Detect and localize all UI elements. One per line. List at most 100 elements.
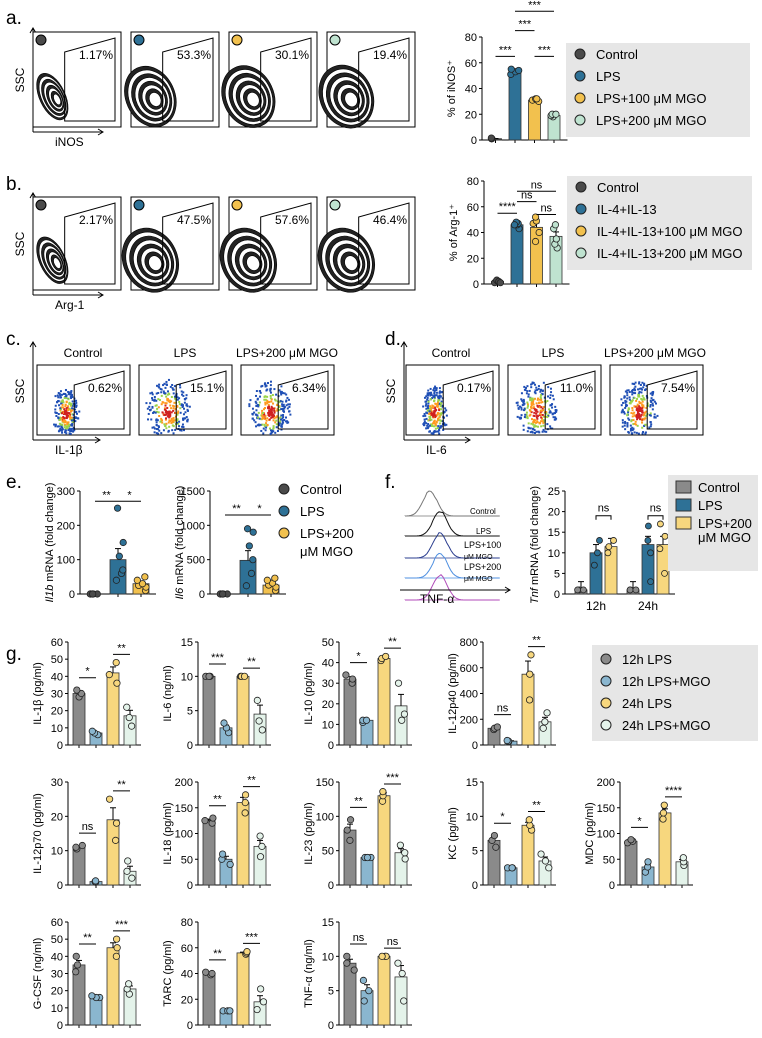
- panel-c-plot1-event-dot: [168, 416, 171, 419]
- panel-c-plot1-event-dot: [164, 386, 167, 389]
- panel-f-chart-y-tick-label: 20: [548, 507, 560, 519]
- panel-d-plot2-event-dot: [645, 410, 648, 413]
- panel-d-plot0-event-dot: [427, 402, 430, 405]
- panel-g-chart9-y-tick-label: 40: [51, 951, 63, 963]
- panel-d-plot1-event-dot: [525, 386, 528, 389]
- panel-d-plot2-event-dot: [635, 416, 638, 419]
- panel-e-il6-point: [243, 525, 252, 533]
- panel-e-il6-ylabel-rest: mRNA (fold change): [174, 486, 186, 588]
- panel-c-plot1-event-dot: [153, 398, 156, 401]
- panel-d-plot0-event-dot: [435, 403, 438, 406]
- panel-d-plot0-event-dot: [443, 424, 446, 427]
- panel-c-plot2-event-dot: [256, 414, 259, 417]
- panel-d-plot1-event-dot: [524, 413, 527, 416]
- panel-d-plot2-event-dot: [638, 395, 641, 398]
- panel-d-plot1-event-dot: [526, 415, 529, 418]
- panel-b-chart-sig-label: ****: [499, 201, 517, 213]
- panel-d-plot0-event-dot: [430, 418, 433, 421]
- panel-c-plot1-event-dot: [164, 402, 167, 405]
- panel-g-chart7-point: [541, 857, 550, 865]
- panel-a-chart-point: [515, 66, 523, 75]
- panel-c-plot1-event-dot: [166, 393, 169, 396]
- panel-b-plot1-gate: [162, 202, 214, 285]
- panel-d-plot1-event-dot: [540, 420, 543, 423]
- panel-g-chart8-point: [627, 836, 635, 844]
- panel-b-plot3-group-dot: [329, 199, 341, 211]
- panel-c-plot1-gate: [175, 370, 227, 430]
- panel-d-plot1-event-dot: [526, 406, 529, 409]
- panel-c-plot0-event-dot: [57, 417, 60, 420]
- panel-d-plot1-event-dot: [530, 418, 533, 421]
- panel-c-plot1-event-dot: [167, 430, 170, 433]
- panel-c-plot1-event-dot: [162, 429, 165, 432]
- panel-d-plot1-event-dot: [554, 410, 557, 413]
- panel-c-plot0-event-dot: [60, 396, 63, 399]
- panel-d-plot0-event-dot: [439, 395, 442, 398]
- panel-d-plot0-event-dot: [426, 393, 429, 396]
- panel-d-plot1-event-dot: [535, 430, 538, 433]
- panel-d-x-arrowhead-icon: [464, 436, 471, 444]
- panel-d-plot1-event-dot: [534, 383, 537, 386]
- panel-d-plot1-event-dot: [545, 415, 548, 418]
- panel-g-chart2-point: [398, 716, 406, 724]
- panel-d-plot2-event-dot: [638, 413, 641, 416]
- panel-g-chart2-point: [400, 710, 409, 718]
- panel-g-chart10-point: [253, 1005, 261, 1014]
- panel-c-plot1-event-dot: [167, 413, 170, 416]
- panel-d-plot1-event-dot: [518, 405, 521, 408]
- panel-a-plot1-contour: [148, 92, 162, 107]
- panel-d-plot1-event-dot: [542, 428, 545, 431]
- panel-d-plot0-percent: 0.17%: [457, 381, 491, 395]
- panel-d-plot2-event-dot: [632, 423, 635, 426]
- panel-c-plot1-event-dot: [158, 386, 161, 389]
- panel-c-plot2-event-dot: [267, 413, 270, 416]
- panel-c-plot2-event-dot: [254, 413, 257, 416]
- panel-d-plot1-event-dot: [549, 410, 552, 413]
- panel-c-plot2-event-dot: [268, 427, 271, 430]
- panel-f-chart-ylabel: Tnf mRNA (fold change): [529, 486, 541, 604]
- panel-c-plot2-event-dot: [264, 383, 267, 386]
- panel-d-plot0-event-dot: [437, 428, 440, 431]
- panel-c-plot0-event-dot: [68, 428, 71, 431]
- panel-g-chart10-point: [259, 998, 268, 1006]
- panel-c-plot2-event-dot: [264, 417, 267, 420]
- panel-c-plot0-event-dot: [74, 420, 77, 423]
- panel-d-plot0-event-dot: [445, 409, 448, 412]
- panel-c-plot1-event-dot: [153, 395, 156, 398]
- panel-d-plot2-event-dot: [632, 419, 635, 422]
- panel-c-plot2-event-dot: [265, 422, 268, 425]
- panel-c-plot0-event-dot: [58, 419, 61, 422]
- panel-d-plot0-event-dot: [430, 410, 433, 413]
- panel-d-plot1-event-dot: [541, 413, 544, 416]
- panel-g-chart6-point: [346, 836, 354, 844]
- panel-c-plot2-event-dot: [270, 432, 273, 435]
- panel-b-chart-sig-label: ns: [521, 190, 533, 202]
- panel-c-plot2-event-dot: [288, 403, 291, 406]
- panel-c-plot2-event-dot: [273, 417, 276, 420]
- panel-d-plot1-event-dot: [529, 399, 532, 402]
- panel-d-plot1-event-dot: [516, 415, 519, 418]
- panel-d-plot0-event-dot: [438, 402, 441, 405]
- panel-a-xlabel: iNOS: [55, 135, 84, 149]
- panel-d-plot2-event-dot: [644, 389, 647, 392]
- panel-d-plot1-event-dot: [541, 420, 544, 423]
- panel-d-plot0-event-dot: [423, 420, 426, 423]
- panel-g-chart4-sig-label: **: [117, 779, 126, 791]
- panel-f-chart-y-tick-label: 0: [554, 589, 560, 601]
- panel-d-plot1-event-dot: [523, 407, 526, 410]
- panel-d-plot1-event-dot: [530, 407, 533, 410]
- panel-d-plot2-event-dot: [631, 391, 634, 394]
- panel-d-plot1-event-dot: [520, 392, 523, 395]
- panel-g-chart7-sig-label: *: [500, 811, 505, 823]
- panel-b-chart-point: [510, 221, 519, 229]
- panel-d-plot0-event-dot: [426, 392, 429, 395]
- panel-d-plot2-gate: [646, 370, 698, 430]
- panel-c-plot1-event-dot: [186, 409, 189, 412]
- panel-c-plot1-event-dot: [176, 413, 179, 416]
- panel-d-plot0-event-dot: [422, 415, 425, 418]
- panel-c-plot1-event-dot: [165, 422, 168, 425]
- panel-d-plot2-event-dot: [628, 398, 631, 401]
- panel-d-plot0-event-dot: [436, 403, 439, 406]
- panel-e-il1b-point: [133, 576, 141, 584]
- panel-c-plot2-event-dot: [263, 413, 266, 416]
